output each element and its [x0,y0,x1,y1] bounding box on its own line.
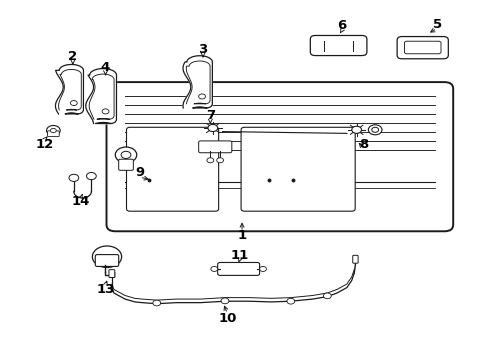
Text: 12: 12 [36,138,54,150]
Text: 7: 7 [205,109,215,122]
Circle shape [198,94,205,99]
FancyBboxPatch shape [198,141,231,153]
FancyBboxPatch shape [352,255,357,263]
Circle shape [286,298,294,304]
Text: 8: 8 [359,138,368,150]
Circle shape [46,126,60,135]
FancyBboxPatch shape [126,127,218,211]
FancyBboxPatch shape [396,37,447,59]
Text: 4: 4 [101,60,110,73]
Text: 10: 10 [218,311,236,325]
Text: 1: 1 [237,229,246,242]
Circle shape [206,158,213,163]
Circle shape [221,298,228,304]
Circle shape [86,172,96,180]
Circle shape [153,300,160,306]
Polygon shape [85,68,116,123]
Circle shape [210,266,217,271]
Text: 2: 2 [68,50,77,63]
FancyBboxPatch shape [110,272,115,278]
Circle shape [371,127,378,132]
Circle shape [121,151,131,158]
Polygon shape [55,64,83,114]
Circle shape [92,246,122,267]
Text: 3: 3 [198,42,207,55]
Circle shape [216,158,223,163]
Text: 11: 11 [230,249,248,262]
FancyBboxPatch shape [119,159,133,170]
FancyBboxPatch shape [310,36,366,55]
FancyBboxPatch shape [95,255,119,266]
Circle shape [367,125,381,135]
FancyBboxPatch shape [241,127,354,211]
Text: 14: 14 [72,195,90,208]
Polygon shape [183,56,212,108]
FancyBboxPatch shape [106,82,452,231]
Circle shape [115,147,137,163]
Circle shape [351,126,361,134]
Circle shape [70,100,77,105]
Circle shape [102,109,109,114]
FancyBboxPatch shape [404,41,440,54]
Text: 6: 6 [337,19,346,32]
Circle shape [259,266,266,271]
Text: 13: 13 [96,283,115,296]
Circle shape [50,129,56,133]
FancyBboxPatch shape [109,270,115,278]
FancyBboxPatch shape [217,262,259,275]
Circle shape [207,125,217,132]
Text: 9: 9 [135,166,144,179]
Circle shape [69,174,79,181]
Text: 5: 5 [432,18,441,31]
FancyBboxPatch shape [47,131,59,136]
Circle shape [323,293,330,299]
